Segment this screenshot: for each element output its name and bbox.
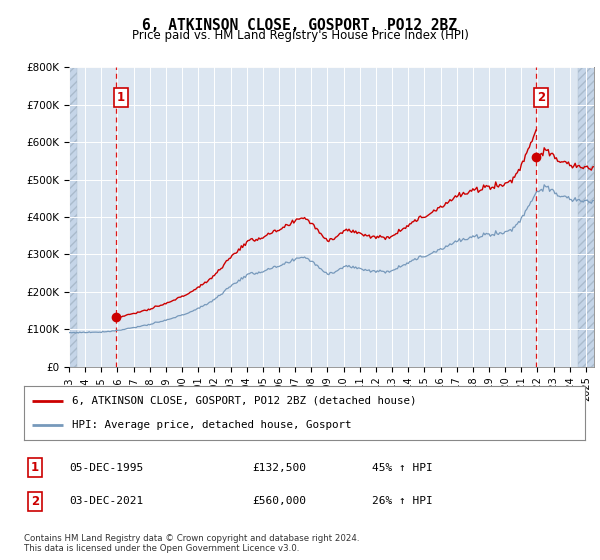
Text: 6, ATKINSON CLOSE, GOSPORT, PO12 2BZ (detached house): 6, ATKINSON CLOSE, GOSPORT, PO12 2BZ (de… — [71, 396, 416, 406]
Text: 05-DEC-1995: 05-DEC-1995 — [69, 463, 143, 473]
Text: £560,000: £560,000 — [252, 496, 306, 506]
Text: 6, ATKINSON CLOSE, GOSPORT, PO12 2BZ: 6, ATKINSON CLOSE, GOSPORT, PO12 2BZ — [143, 18, 458, 32]
Text: 1: 1 — [31, 461, 39, 474]
Text: 45% ↑ HPI: 45% ↑ HPI — [372, 463, 433, 473]
Text: 2: 2 — [31, 494, 39, 508]
Text: Price paid vs. HM Land Registry's House Price Index (HPI): Price paid vs. HM Land Registry's House … — [131, 29, 469, 42]
Text: 1: 1 — [117, 91, 125, 104]
Text: Contains HM Land Registry data © Crown copyright and database right 2024.
This d: Contains HM Land Registry data © Crown c… — [24, 534, 359, 553]
Text: 2: 2 — [537, 91, 545, 104]
Text: 03-DEC-2021: 03-DEC-2021 — [69, 496, 143, 506]
Bar — [69, 67, 77, 367]
Bar — [578, 67, 600, 367]
Text: HPI: Average price, detached house, Gosport: HPI: Average price, detached house, Gosp… — [71, 420, 351, 430]
Text: 26% ↑ HPI: 26% ↑ HPI — [372, 496, 433, 506]
Text: £132,500: £132,500 — [252, 463, 306, 473]
